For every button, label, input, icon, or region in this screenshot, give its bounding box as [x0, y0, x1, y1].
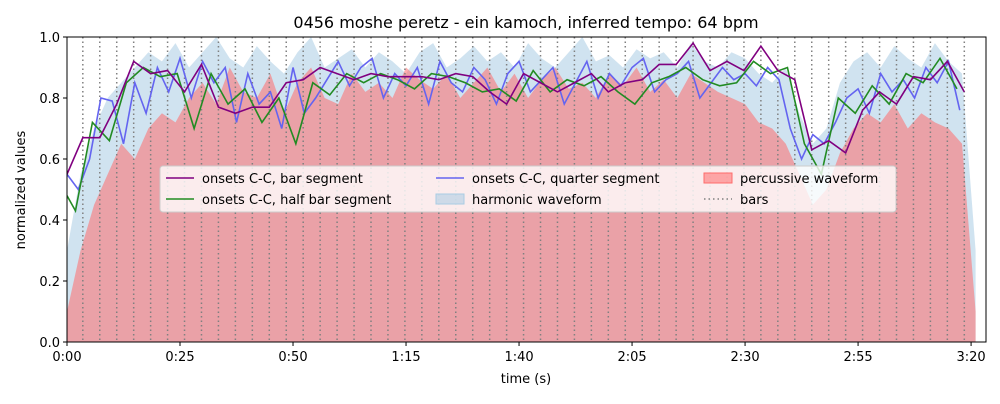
legend-label: onsets C-C, bar segment	[202, 172, 363, 187]
y-tick-label: 0.4	[39, 214, 60, 229]
legend-swatch	[703, 172, 733, 184]
x-axis-label: time (s)	[501, 372, 551, 387]
y-tick-label: 0.2	[39, 275, 60, 290]
x-tick-label: 0:25	[165, 350, 194, 365]
y-tick-label: 1.0	[39, 31, 60, 46]
x-tick-label: 1:15	[391, 350, 420, 365]
legend-label: onsets C-C, half bar segment	[202, 193, 391, 208]
series-line	[67, 55, 961, 192]
x-tick-label: 0:00	[52, 350, 81, 365]
legend-label: harmonic waveform	[472, 193, 602, 208]
x-tick-label: 0:50	[278, 350, 307, 365]
y-tick-label: 0.8	[39, 92, 60, 107]
y-axis-label: normalized values	[14, 130, 29, 249]
chart-title: 0456 moshe peretz - ein kamoch, inferred…	[293, 13, 758, 32]
legend-swatch	[435, 193, 465, 205]
x-tick-label: 3:20	[956, 350, 985, 365]
axes-frame	[66, 36, 987, 343]
axes: 0:00 0:25 0:50 1:15 1:40 2:05 2:30 2:55 3:20 0.0 0…	[39, 31, 987, 365]
y-tick-label: 0.6	[39, 153, 60, 168]
x-tick-label: 2:30	[730, 350, 759, 365]
legend-label: bars	[740, 193, 769, 208]
legend-label: percussive waveform	[740, 172, 878, 187]
y-tick-label: 0.0	[39, 336, 60, 351]
legend: onsets C-C, bar segment onsets C-C, half …	[159, 165, 897, 213]
legend-label: onsets C-C, quarter segment	[472, 172, 659, 187]
x-tick-label: 1:40	[504, 350, 533, 365]
series-line	[67, 41, 966, 175]
x-tick-label: 2:05	[617, 350, 646, 365]
x-tick-label: 2:55	[843, 350, 872, 365]
